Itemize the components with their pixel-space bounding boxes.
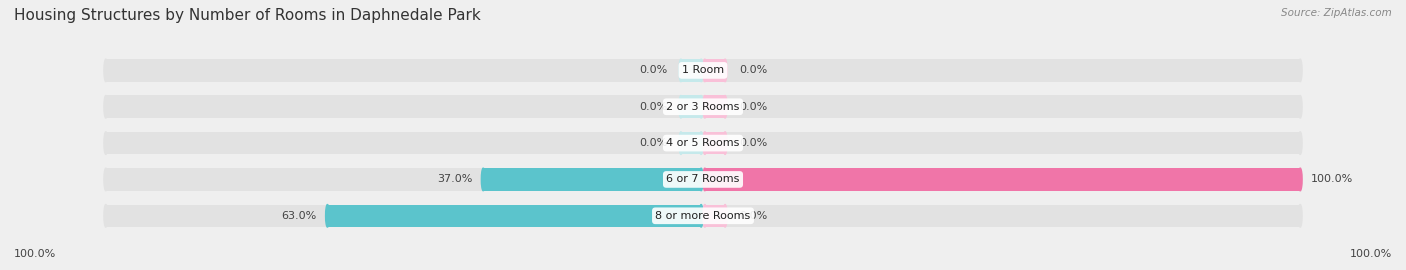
Text: 37.0%: 37.0% — [437, 174, 472, 184]
Circle shape — [1298, 132, 1302, 154]
FancyBboxPatch shape — [681, 96, 702, 118]
FancyBboxPatch shape — [704, 59, 725, 82]
FancyBboxPatch shape — [105, 59, 1301, 82]
Circle shape — [104, 59, 108, 82]
Circle shape — [1298, 168, 1302, 191]
Circle shape — [703, 205, 707, 227]
Circle shape — [699, 96, 703, 118]
Circle shape — [699, 132, 703, 154]
FancyBboxPatch shape — [681, 132, 702, 154]
Circle shape — [703, 59, 707, 82]
Text: 0.0%: 0.0% — [740, 65, 768, 75]
Circle shape — [1298, 205, 1302, 227]
Circle shape — [1298, 96, 1302, 118]
FancyBboxPatch shape — [681, 59, 702, 82]
Circle shape — [723, 132, 727, 154]
FancyBboxPatch shape — [704, 205, 725, 227]
Text: Source: ZipAtlas.com: Source: ZipAtlas.com — [1281, 8, 1392, 18]
Text: 100.0%: 100.0% — [1350, 249, 1392, 259]
Circle shape — [723, 205, 727, 227]
Text: 100.0%: 100.0% — [14, 249, 56, 259]
FancyBboxPatch shape — [105, 132, 1301, 154]
Circle shape — [104, 205, 108, 227]
Text: 4 or 5 Rooms: 4 or 5 Rooms — [666, 138, 740, 148]
Legend: Owner-occupied, Renter-occupied: Owner-occupied, Renter-occupied — [569, 266, 837, 270]
Circle shape — [104, 132, 108, 154]
Circle shape — [679, 96, 683, 118]
Text: 0.0%: 0.0% — [740, 102, 768, 112]
Circle shape — [699, 168, 703, 191]
Text: 100.0%: 100.0% — [1310, 174, 1354, 184]
Circle shape — [679, 59, 683, 82]
Circle shape — [699, 205, 703, 227]
FancyBboxPatch shape — [105, 168, 1301, 191]
Text: 8 or more Rooms: 8 or more Rooms — [655, 211, 751, 221]
Circle shape — [104, 96, 108, 118]
FancyBboxPatch shape — [484, 168, 702, 191]
FancyBboxPatch shape — [704, 168, 1301, 191]
Text: Housing Structures by Number of Rooms in Daphnedale Park: Housing Structures by Number of Rooms in… — [14, 8, 481, 23]
Text: 0.0%: 0.0% — [638, 138, 666, 148]
FancyBboxPatch shape — [704, 132, 725, 154]
FancyBboxPatch shape — [328, 205, 702, 227]
Text: 2 or 3 Rooms: 2 or 3 Rooms — [666, 102, 740, 112]
Text: 0.0%: 0.0% — [638, 65, 666, 75]
FancyBboxPatch shape — [105, 205, 1301, 227]
Circle shape — [703, 132, 707, 154]
FancyBboxPatch shape — [704, 96, 725, 118]
Text: 0.0%: 0.0% — [740, 211, 768, 221]
Text: 1 Room: 1 Room — [682, 65, 724, 75]
Circle shape — [1298, 168, 1302, 191]
Circle shape — [703, 168, 707, 191]
Circle shape — [723, 96, 727, 118]
Circle shape — [699, 59, 703, 82]
Text: 6 or 7 Rooms: 6 or 7 Rooms — [666, 174, 740, 184]
Circle shape — [679, 132, 683, 154]
Text: 0.0%: 0.0% — [740, 138, 768, 148]
Circle shape — [326, 205, 329, 227]
Circle shape — [703, 96, 707, 118]
Circle shape — [104, 168, 108, 191]
Circle shape — [723, 59, 727, 82]
Circle shape — [481, 168, 485, 191]
Text: 0.0%: 0.0% — [638, 102, 666, 112]
Circle shape — [1298, 59, 1302, 82]
FancyBboxPatch shape — [105, 96, 1301, 118]
Text: 63.0%: 63.0% — [281, 211, 316, 221]
